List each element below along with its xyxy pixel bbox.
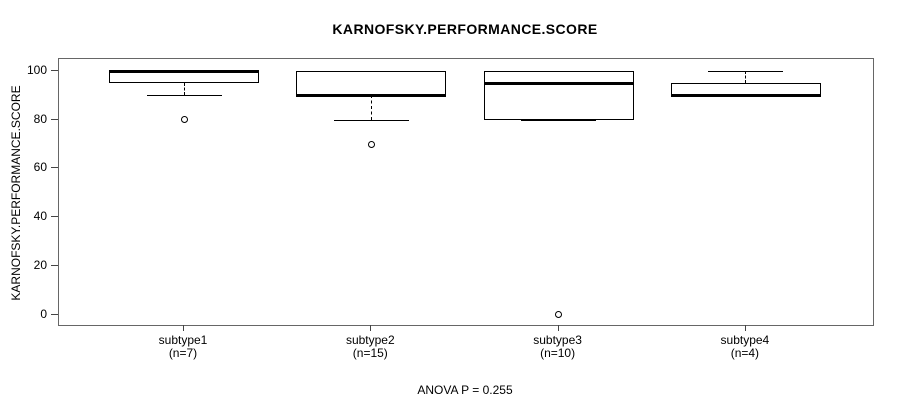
chart-title: KARNOFSKY.PERFORMANCE.SCORE	[332, 21, 598, 37]
upper-whisker-cap	[333, 71, 409, 72]
lower-whisker-cap	[521, 119, 597, 121]
x-axis-tick	[557, 325, 559, 331]
category-name: subtype1	[158, 333, 208, 347]
category-name: subtype3	[533, 333, 582, 347]
category-count: (n=15)	[352, 346, 388, 360]
y-axis-tick-label: 100	[26, 63, 47, 77]
median-line	[483, 81, 634, 85]
outlier-point	[180, 116, 188, 124]
median-line	[109, 69, 259, 73]
category-count: (n=4)	[730, 346, 760, 360]
outlier-point	[367, 140, 375, 148]
x-axis-category-label: subtype2 (n=15)	[285, 334, 455, 360]
lower-whisker-line	[370, 95, 372, 120]
x-axis-category-label: subtype1 (n=7)	[98, 334, 268, 360]
outlier-point	[555, 311, 563, 318]
y-axis-tick	[51, 167, 58, 169]
upper-whisker-cap	[521, 71, 597, 72]
iqr-box	[109, 71, 259, 84]
y-axis-tick	[51, 216, 58, 218]
upper-whisker-cap	[708, 71, 784, 72]
y-axis-tick	[51, 118, 58, 120]
x-axis-tick	[370, 325, 372, 331]
median-line	[296, 93, 447, 97]
x-axis-category-label: subtype4 (n=4)	[660, 334, 830, 360]
iqr-box	[483, 71, 634, 120]
category-count: (n=10)	[540, 346, 576, 360]
y-axis-tick-label: 20	[33, 257, 47, 272]
x-axis-tick	[183, 325, 184, 331]
y-axis-tick-label: 0	[40, 306, 47, 321]
iqr-box	[296, 71, 447, 96]
category-count: (n=7)	[168, 346, 198, 360]
y-axis-tick	[51, 313, 58, 315]
plot-area	[58, 58, 874, 326]
lower-whisker-line	[183, 83, 185, 96]
category-name: subtype4	[720, 333, 770, 347]
y-axis-tick-label: 40	[33, 209, 47, 224]
median-line	[670, 93, 821, 97]
upper-whisker-line	[745, 71, 747, 84]
lower-whisker-cap	[146, 95, 222, 97]
category-name: subtype2	[345, 333, 395, 347]
anova-annotation: ANOVA P = 0.255	[417, 383, 513, 397]
x-axis-tick	[744, 325, 746, 331]
y-axis-tick-label: 60	[33, 160, 47, 175]
y-axis-tick	[51, 264, 58, 266]
lower-whisker-cap	[333, 119, 409, 121]
x-axis-category-label: subtype3 (n=10)	[473, 334, 643, 360]
y-axis-tick-label: 80	[33, 111, 47, 126]
y-axis-tick	[51, 70, 58, 71]
